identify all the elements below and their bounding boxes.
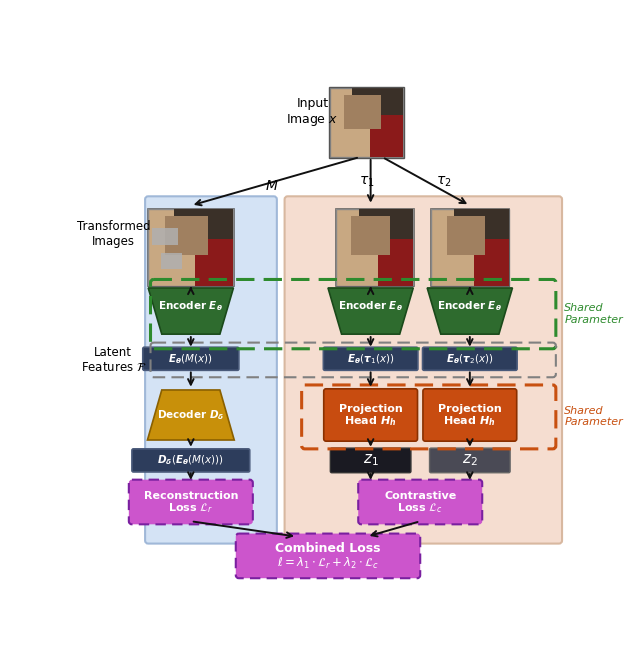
Text: $z_1$: $z_1$ bbox=[363, 453, 378, 468]
FancyBboxPatch shape bbox=[165, 216, 208, 255]
FancyBboxPatch shape bbox=[323, 348, 418, 370]
Text: Shared
Parameter: Shared Parameter bbox=[564, 303, 623, 325]
Polygon shape bbox=[428, 288, 513, 334]
Text: $\boldsymbol{E}_{\boldsymbol{\theta}}(\boldsymbol{\tau}_1(x))$: $\boldsymbol{E}_{\boldsymbol{\theta}}(\b… bbox=[347, 352, 394, 366]
FancyBboxPatch shape bbox=[447, 216, 485, 255]
FancyBboxPatch shape bbox=[324, 389, 417, 441]
FancyBboxPatch shape bbox=[370, 115, 403, 157]
Text: Head $\boldsymbol{H}_{\boldsymbol{h}}$: Head $\boldsymbol{H}_{\boldsymbol{h}}$ bbox=[444, 414, 496, 428]
FancyBboxPatch shape bbox=[195, 239, 234, 285]
FancyBboxPatch shape bbox=[143, 348, 239, 370]
Text: $M$: $M$ bbox=[266, 179, 279, 193]
FancyBboxPatch shape bbox=[344, 95, 381, 129]
FancyBboxPatch shape bbox=[174, 209, 234, 251]
Text: Encoder $\boldsymbol{E}_{\boldsymbol{\theta}}$: Encoder $\boldsymbol{E}_{\boldsymbol{\th… bbox=[437, 299, 502, 313]
Text: Decoder $\boldsymbol{D}_{\boldsymbol{\delta}}$: Decoder $\boldsymbol{D}_{\boldsymbol{\de… bbox=[157, 408, 225, 422]
Text: $\boldsymbol{E}_{\boldsymbol{\theta}}(\boldsymbol{\tau}_2(x))$: $\boldsymbol{E}_{\boldsymbol{\theta}}(\b… bbox=[446, 352, 493, 366]
FancyBboxPatch shape bbox=[145, 196, 277, 544]
Text: Reconstruction: Reconstruction bbox=[143, 491, 238, 501]
Text: $\boldsymbol{E}_{\boldsymbol{\theta}}(M(x))$: $\boldsymbol{E}_{\boldsymbol{\theta}}(M(… bbox=[168, 352, 213, 366]
FancyBboxPatch shape bbox=[161, 253, 182, 269]
Text: Loss $\mathcal{L}_r$: Loss $\mathcal{L}_r$ bbox=[168, 502, 214, 515]
Text: Head $\boldsymbol{H}_{\boldsymbol{h}}$: Head $\boldsymbol{H}_{\boldsymbol{h}}$ bbox=[344, 414, 397, 428]
Text: $\boldsymbol{D}_{\boldsymbol{\delta}}(\boldsymbol{E}_{\boldsymbol{\theta}}(M(x)): $\boldsymbol{D}_{\boldsymbol{\delta}}(\b… bbox=[157, 454, 224, 467]
FancyBboxPatch shape bbox=[358, 480, 482, 524]
FancyBboxPatch shape bbox=[422, 348, 517, 370]
Text: Transformed
Images: Transformed Images bbox=[77, 220, 150, 248]
FancyBboxPatch shape bbox=[423, 389, 516, 441]
FancyBboxPatch shape bbox=[378, 239, 413, 285]
Text: Input
Image $x$: Input Image $x$ bbox=[287, 97, 339, 128]
Text: Combined Loss: Combined Loss bbox=[275, 542, 381, 556]
Text: Encoder $\boldsymbol{E}_{\boldsymbol{\theta}}$: Encoder $\boldsymbol{E}_{\boldsymbol{\th… bbox=[338, 299, 403, 313]
FancyBboxPatch shape bbox=[330, 448, 411, 473]
FancyBboxPatch shape bbox=[285, 196, 562, 544]
FancyBboxPatch shape bbox=[152, 228, 178, 245]
Text: Encoder $\boldsymbol{E}_{\boldsymbol{\theta}}$: Encoder $\boldsymbol{E}_{\boldsymbol{\th… bbox=[158, 299, 223, 313]
Polygon shape bbox=[148, 288, 234, 334]
FancyBboxPatch shape bbox=[474, 239, 509, 285]
FancyBboxPatch shape bbox=[351, 88, 403, 126]
FancyBboxPatch shape bbox=[454, 209, 509, 251]
Text: Shared
Parameter: Shared Parameter bbox=[564, 406, 623, 428]
Text: $\tau_2$: $\tau_2$ bbox=[436, 175, 452, 189]
FancyBboxPatch shape bbox=[336, 209, 413, 285]
Text: Contrastive: Contrastive bbox=[384, 491, 456, 501]
Polygon shape bbox=[147, 390, 234, 440]
Text: $\tau_1$: $\tau_1$ bbox=[359, 175, 374, 189]
Text: Latent
Features $\mathcal{F}$: Latent Features $\mathcal{F}$ bbox=[81, 346, 146, 374]
FancyBboxPatch shape bbox=[148, 209, 234, 285]
FancyBboxPatch shape bbox=[330, 88, 403, 157]
FancyBboxPatch shape bbox=[132, 449, 250, 472]
FancyBboxPatch shape bbox=[351, 216, 390, 255]
Text: $z_2$: $z_2$ bbox=[462, 453, 477, 468]
FancyBboxPatch shape bbox=[431, 209, 509, 285]
Text: $\ell = \lambda_1 \cdot \mathcal{L}_r + \lambda_2 \cdot \mathcal{L}_c$: $\ell = \lambda_1 \cdot \mathcal{L}_r + … bbox=[277, 556, 379, 571]
Text: Projection: Projection bbox=[339, 404, 403, 414]
Text: Projection: Projection bbox=[438, 404, 502, 414]
FancyBboxPatch shape bbox=[236, 534, 420, 578]
Text: Loss $\mathcal{L}_c$: Loss $\mathcal{L}_c$ bbox=[397, 502, 443, 515]
FancyBboxPatch shape bbox=[429, 448, 510, 473]
Polygon shape bbox=[328, 288, 413, 334]
FancyBboxPatch shape bbox=[359, 209, 413, 251]
FancyBboxPatch shape bbox=[129, 480, 253, 524]
